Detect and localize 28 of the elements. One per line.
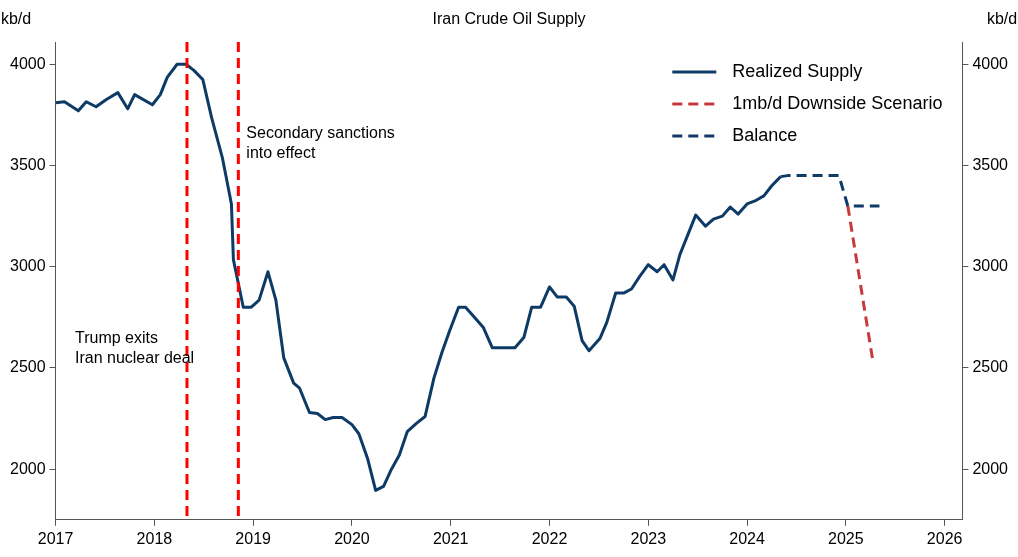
ref-line-label: Trump exits Iran nuclear deal bbox=[74, 329, 195, 367]
y-tick-label: 4000 bbox=[10, 54, 46, 72]
y2-tick-label: 2000 bbox=[972, 459, 1009, 477]
x-tick-label: 2017 bbox=[37, 529, 74, 547]
y2-tick-label: 4000 bbox=[972, 54, 1009, 72]
x-tick-label: 2025 bbox=[828, 529, 864, 547]
x-tick-label: 2022 bbox=[531, 529, 568, 547]
y-axis-title: kb/d bbox=[0, 10, 32, 27]
x-tick-label: 2026 bbox=[926, 529, 963, 547]
ref-line-label: Secondary sanctions into effect bbox=[246, 123, 395, 161]
legend-label: 1mb/d Downside Scenario bbox=[732, 92, 943, 113]
y2-axis-title: kb/d bbox=[986, 10, 1018, 27]
y2-tick-label: 2500 bbox=[972, 358, 1009, 376]
x-tick-label: 2018 bbox=[136, 529, 173, 547]
x-tick-label: 2020 bbox=[334, 529, 370, 547]
legend-label: Realized Supply bbox=[732, 60, 863, 81]
y-tick-label: 3000 bbox=[10, 257, 46, 275]
legend-label: Balance bbox=[732, 124, 798, 145]
x-tick-label: 2023 bbox=[630, 529, 667, 547]
x-tick-label: 2021 bbox=[432, 529, 469, 547]
y2-tick-label: 3000 bbox=[972, 257, 1009, 275]
y-tick-label: 3500 bbox=[10, 155, 46, 173]
x-tick-label: 2024 bbox=[729, 529, 765, 547]
y-tick-label: 2000 bbox=[10, 459, 46, 477]
chart-title: Iran Crude Oil Supply bbox=[432, 10, 586, 27]
y2-tick-label: 3500 bbox=[972, 155, 1009, 173]
x-tick-label: 2019 bbox=[235, 529, 272, 547]
y-tick-label: 2500 bbox=[10, 358, 46, 376]
